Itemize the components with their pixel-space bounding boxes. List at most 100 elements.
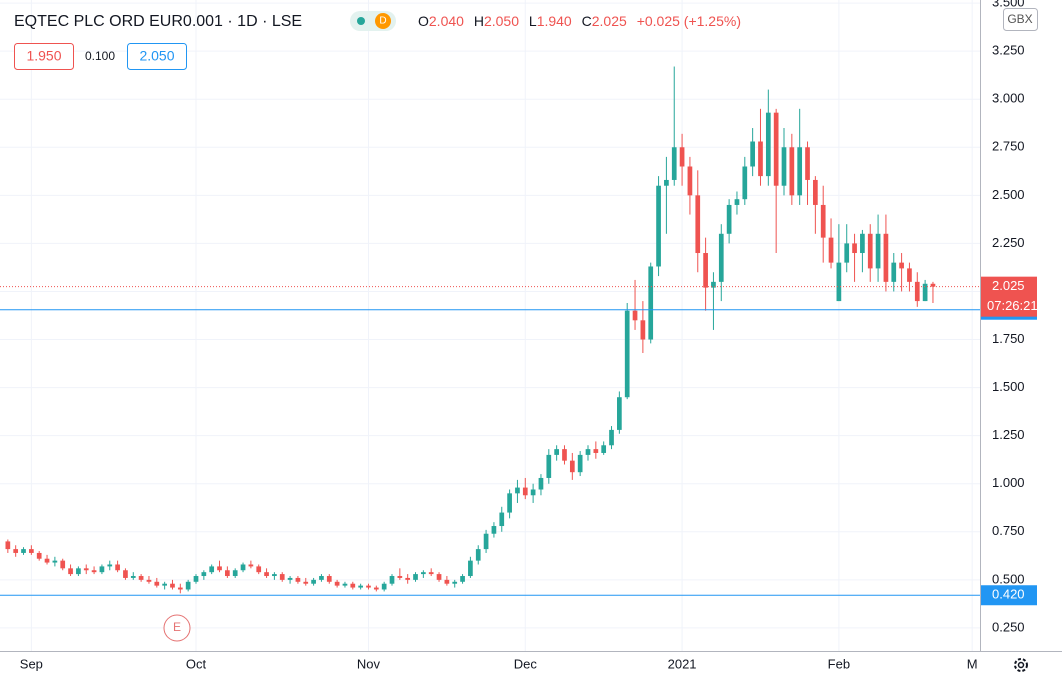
- candle-body: [232, 570, 238, 577]
- candle-body: [397, 576, 403, 578]
- candle-body: [750, 141, 755, 167]
- candle-body: [852, 243, 857, 254]
- candle-body: [138, 576, 144, 580]
- candle-body: [177, 587, 183, 590]
- candle-body: [256, 566, 262, 573]
- candle-body: [648, 266, 654, 340]
- candle-body: [170, 583, 175, 588]
- candle-body: [240, 564, 246, 571]
- l-label: L: [529, 13, 537, 29]
- candle-body: [460, 576, 465, 582]
- candle-body: [115, 564, 120, 571]
- event-marker-text[interactable]: E: [173, 620, 181, 634]
- x-tick-label: Oct: [186, 656, 207, 671]
- candle-body: [68, 568, 73, 575]
- candle-body: [44, 558, 50, 563]
- candle-body: [844, 243, 850, 263]
- l-value: 1.940: [537, 13, 572, 29]
- candle-body: [83, 568, 89, 571]
- level-label: 0.420: [992, 587, 1025, 602]
- candle-body: [272, 574, 277, 577]
- sell-button[interactable]: [14, 43, 74, 70]
- candle-body: [60, 560, 66, 569]
- x-tick-label: Sep: [20, 656, 43, 671]
- settings-icon[interactable]: [1014, 658, 1028, 672]
- candle-body: [718, 233, 724, 282]
- candle-body: [29, 549, 34, 553]
- exchange-badge: [375, 13, 391, 29]
- candle-body: [444, 579, 450, 584]
- bid[interactable]: 1.950: [26, 48, 61, 64]
- x-tick-label: M: [967, 656, 978, 671]
- candle-body: [538, 477, 544, 490]
- candle-body: [546, 454, 552, 478]
- candle-body: [773, 112, 779, 186]
- candle-body: [789, 147, 795, 196]
- candle-body: [860, 233, 865, 254]
- candle-body: [554, 449, 559, 455]
- candle-body: [577, 454, 583, 473]
- y-tick-label: 0.500: [992, 571, 1025, 586]
- candle-body: [883, 233, 889, 282]
- candle-body: [421, 572, 426, 575]
- candle-body: [13, 549, 19, 553]
- status-dot: [357, 17, 365, 25]
- candle-body: [319, 576, 324, 580]
- candle-body: [617, 397, 622, 430]
- candle-body: [828, 237, 834, 263]
- candle-body: [373, 587, 379, 590]
- candle-body: [436, 574, 442, 580]
- candle-body: [334, 581, 340, 586]
- last-price-label: 2.025: [992, 278, 1025, 293]
- currency[interactable]: GBX: [1007, 12, 1032, 26]
- y-tick-label: 1.750: [992, 331, 1025, 346]
- candle-body: [930, 283, 936, 287]
- candle-body: [515, 487, 520, 494]
- candle-body: [624, 310, 630, 398]
- candle-body: [891, 262, 897, 282]
- candle-body: [326, 576, 332, 582]
- candle-body: [585, 449, 591, 455]
- candle-body: [366, 585, 371, 588]
- candle-body: [287, 577, 293, 580]
- candle-body: [279, 574, 285, 580]
- x-tick-label: Nov: [357, 656, 381, 671]
- candle-body: [405, 577, 411, 580]
- candle-body: [656, 185, 661, 267]
- candle-body: [146, 579, 152, 582]
- candle-body: [130, 576, 136, 578]
- candle-body: [805, 147, 810, 180]
- candle-body: [507, 493, 512, 513]
- candle-body: [836, 262, 842, 302]
- currency-button[interactable]: [1003, 8, 1038, 31]
- event-marker[interactable]: [163, 614, 191, 642]
- candle-body: [711, 281, 716, 288]
- spread: 0.100: [85, 49, 115, 63]
- y-tick-label: 1.000: [992, 475, 1025, 490]
- y-tick-label: 0.250: [992, 619, 1025, 634]
- o-label: O: [418, 13, 429, 29]
- y-tick-label: 1.500: [992, 379, 1025, 394]
- gear[interactable]: [1014, 658, 1028, 672]
- candle-body: [640, 320, 646, 340]
- candle-body: [569, 460, 575, 473]
- candle-body: [601, 445, 607, 453]
- y-tick-label: 3.000: [992, 91, 1025, 106]
- candle-body: [679, 147, 685, 167]
- gear-center[interactable]: [1017, 661, 1025, 669]
- c-label: C: [582, 13, 592, 29]
- candle-body: [185, 581, 191, 590]
- candle-body: [530, 489, 536, 496]
- y-tick-label: 2.750: [992, 139, 1025, 154]
- level-label-bg: [981, 585, 1037, 606]
- candle-body: [91, 570, 97, 573]
- ask[interactable]: 2.050: [139, 48, 174, 64]
- candle-body: [813, 179, 818, 205]
- buy-button[interactable]: [127, 43, 187, 70]
- x-tick-label: 2021: [668, 656, 697, 671]
- candle-body: [703, 253, 708, 288]
- x-tick-label: Feb: [828, 656, 850, 671]
- candle-body: [311, 579, 316, 584]
